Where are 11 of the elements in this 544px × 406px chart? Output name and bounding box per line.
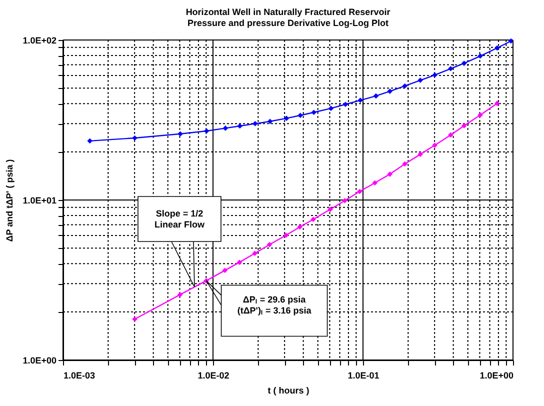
x-axis-title: t ( hours )	[268, 386, 310, 396]
chart-subtitle: Pressure and pressure Derivative Log-Log Plot	[187, 18, 389, 28]
y-tick-label: 1.0E+00	[22, 356, 56, 366]
x-tick-label: 1.0E-03	[64, 370, 96, 380]
x-tick-label: 1.0E-01	[348, 370, 380, 380]
x-tick-label: 1.0E-02	[198, 370, 230, 380]
y-tick-label: 1.0E+01	[22, 196, 56, 206]
x-tick-label: 1.0E+00	[480, 370, 514, 380]
y-tick-label: 1.0E+02	[22, 36, 56, 46]
chart-title: Horizontal Well in Naturally Fractured Reservoir	[186, 7, 391, 17]
y-axis-title: ΔP and tΔP' ( psia )	[4, 159, 15, 242]
